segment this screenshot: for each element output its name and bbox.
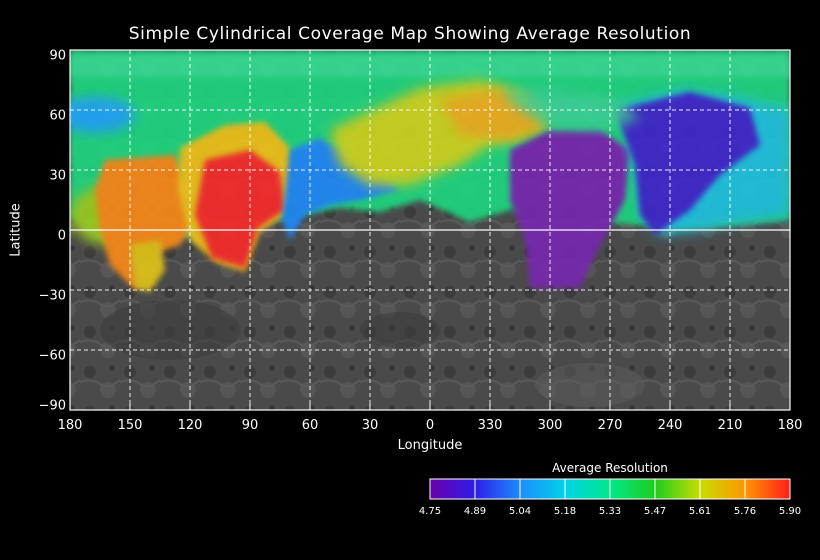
x-tick-label: 330 [477,418,503,433]
colorbar-tick-label: 4.89 [463,506,487,517]
x-tick-label: 150 [117,418,143,433]
colorbar-tick-label: 5.61 [688,506,712,517]
y-tick-label: 30 [49,168,66,184]
colorbar-swatch [475,479,520,499]
colorbar-swatch [610,479,655,499]
y-tick-label: 60 [49,108,66,124]
y-tick-label: 90 [49,48,66,64]
colorbar-tick-label: 5.76 [733,506,757,517]
x-tick-label: 60 [301,418,319,433]
coverage-region-blue [70,97,135,133]
y-tick-label: −60 [38,348,66,364]
x-tick-label: 210 [717,418,743,433]
coverage-region-indigo [615,92,760,235]
colorbar-swatch [520,479,565,499]
terrain-basin [100,300,240,360]
colorbar-tick-label: 5.33 [598,506,622,517]
colorbar-swatch [430,479,475,499]
x-tick-label: 120 [177,418,203,433]
coverage-region-orange [95,155,200,290]
colorbar-tick-label: 5.18 [553,506,577,517]
map-title: Simple Cylindrical Coverage Map Showing … [128,24,692,44]
colorbar-tick-label: 5.90 [778,506,802,517]
colorbar-tick-label: 4.75 [418,506,442,517]
x-tick-label: 270 [597,418,623,433]
colorbar-tick-label: 5.47 [643,506,667,517]
y-tick-label: 0 [57,228,66,244]
x-tick-label: 300 [537,418,563,433]
coverage-region-yellow [130,240,165,292]
x-axis-label: Longitude [397,438,463,453]
coverage-region-red [195,150,285,268]
x-tick-label: 30 [361,418,379,433]
colorbar-swatch [655,479,700,499]
terrain-basin [360,312,440,348]
grid-lines [70,50,790,410]
x-tick-label: 180 [57,418,83,433]
colorbar-tick-label: 5.04 [508,506,532,517]
y-tick-label: −90 [38,398,66,414]
x-tick-label: 180 [777,418,803,433]
colorbar-swatch [565,479,610,499]
colorbar [429,478,791,500]
colorbar-title: Average Resolution [552,461,668,475]
colorbar-swatch [700,479,745,499]
colorbar-swatch [745,479,790,499]
terrain-basin [535,363,645,407]
coverage-region-blue [282,138,400,240]
y-tick-label: −30 [38,288,66,304]
x-tick-label: 0 [425,418,435,433]
x-tick-label: 90 [241,418,259,433]
tick-marks [129,404,731,410]
x-tick-label: 240 [657,418,683,433]
